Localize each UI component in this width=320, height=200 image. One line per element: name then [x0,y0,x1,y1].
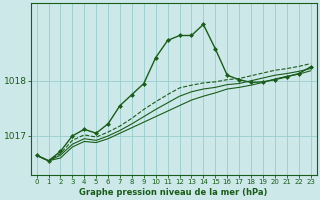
X-axis label: Graphe pression niveau de la mer (hPa): Graphe pression niveau de la mer (hPa) [79,188,268,197]
